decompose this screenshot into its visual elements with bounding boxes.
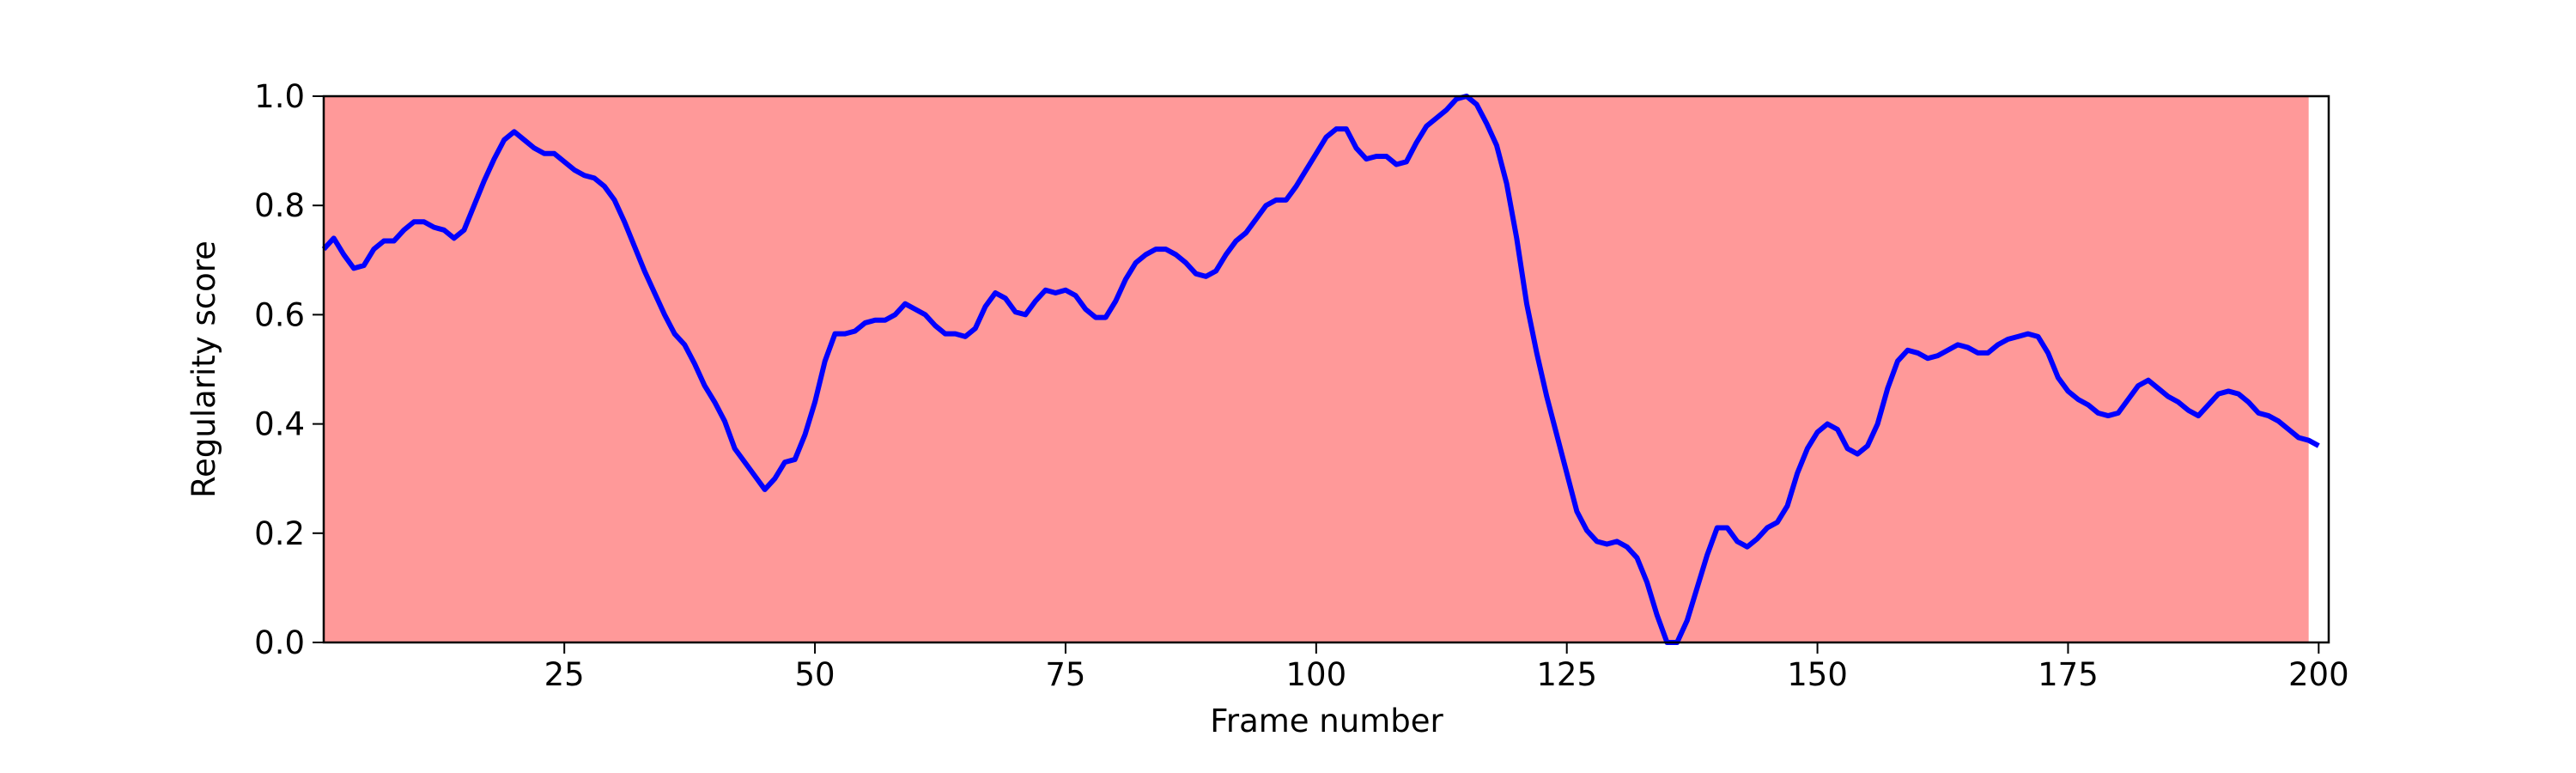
x-tick-label: 50 — [795, 656, 835, 693]
x-tick-label: 25 — [544, 656, 585, 693]
x-tick-label: 175 — [2038, 656, 2099, 693]
x-axis-label: Frame number — [1210, 703, 1443, 740]
y-tick-label: 0.4 — [254, 406, 305, 443]
x-tick-label: 150 — [1787, 656, 1848, 693]
y-tick-label: 0.2 — [254, 515, 305, 552]
y-tick-label: 0.0 — [254, 624, 305, 661]
x-tick-label: 75 — [1045, 656, 1085, 693]
x-tick-label: 100 — [1286, 656, 1347, 693]
y-tick-label: 1.0 — [254, 78, 305, 115]
y-axis-label: Regularity score — [185, 240, 222, 498]
plot-frame — [322, 94, 2330, 644]
shaded-span — [324, 96, 2309, 642]
data-line — [321, 94, 2320, 645]
x-tick-label: 125 — [1536, 656, 1597, 693]
y-tick-label: 0.6 — [254, 296, 305, 333]
y-tick-label: 0.8 — [254, 187, 305, 224]
x-tick-label: 200 — [2288, 656, 2349, 693]
